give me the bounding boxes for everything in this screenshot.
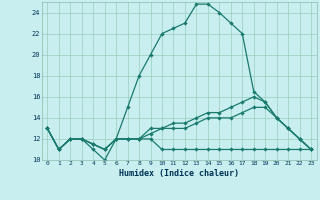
- X-axis label: Humidex (Indice chaleur): Humidex (Indice chaleur): [119, 169, 239, 178]
